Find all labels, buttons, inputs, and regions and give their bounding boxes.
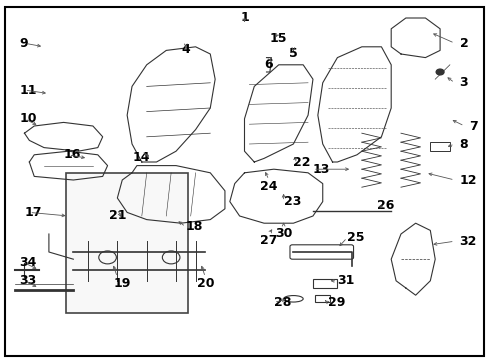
Text: 27: 27 <box>260 234 277 247</box>
Text: 6: 6 <box>264 58 273 71</box>
Text: 16: 16 <box>63 148 81 161</box>
Text: 23: 23 <box>283 195 301 208</box>
Text: 15: 15 <box>269 32 287 45</box>
Text: 17: 17 <box>24 206 42 219</box>
Text: 21: 21 <box>108 209 126 222</box>
Text: 13: 13 <box>312 163 330 176</box>
Text: 30: 30 <box>274 227 292 240</box>
Text: 7: 7 <box>468 120 477 132</box>
Text: 10: 10 <box>20 112 37 125</box>
Bar <box>66 173 188 313</box>
Text: 24: 24 <box>260 180 277 193</box>
Text: 22: 22 <box>293 156 310 168</box>
Text: 8: 8 <box>459 138 468 150</box>
Text: 19: 19 <box>113 277 131 290</box>
Text: 4: 4 <box>181 43 190 56</box>
Text: 12: 12 <box>459 174 476 186</box>
Text: 3: 3 <box>459 76 468 89</box>
Text: 18: 18 <box>185 220 203 233</box>
Text: 2: 2 <box>459 37 468 50</box>
Text: 14: 14 <box>133 151 150 164</box>
Text: 31: 31 <box>337 274 354 287</box>
Bar <box>429 142 449 151</box>
Text: 11: 11 <box>20 84 37 96</box>
Text: 33: 33 <box>20 274 37 287</box>
Text: 25: 25 <box>346 231 364 244</box>
Text: 34: 34 <box>20 256 37 269</box>
Text: 1: 1 <box>240 11 248 24</box>
Circle shape <box>435 69 443 75</box>
Text: 20: 20 <box>196 277 214 290</box>
Text: 32: 32 <box>459 235 476 248</box>
Text: 26: 26 <box>376 199 393 212</box>
Bar <box>312 279 337 288</box>
Text: 5: 5 <box>288 47 297 60</box>
Bar <box>315 295 329 302</box>
Text: 28: 28 <box>273 296 291 309</box>
Text: 9: 9 <box>20 37 28 50</box>
Text: 29: 29 <box>327 296 345 309</box>
